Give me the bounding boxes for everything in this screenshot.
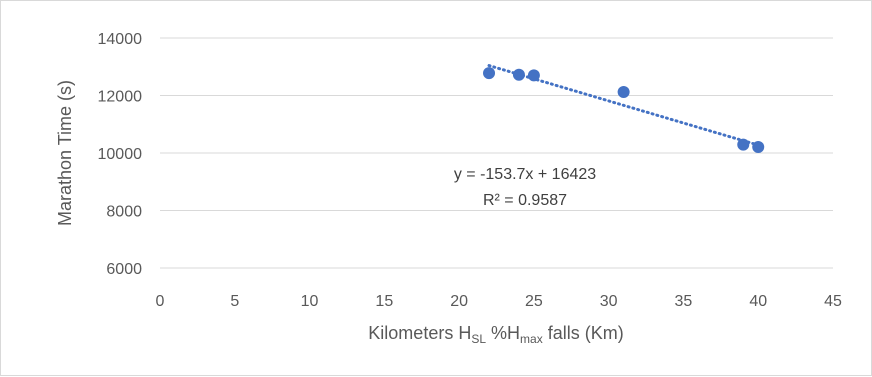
x-tick-label: 45 xyxy=(824,293,842,310)
x-tick-label: 15 xyxy=(375,293,393,310)
x-axis-title-mid: %H xyxy=(486,323,520,343)
x-axis-title-sub-sl: SL xyxy=(471,332,486,346)
y-tick-label: 12000 xyxy=(98,89,143,106)
x-axis-tick-labels: 0 5 10 15 20 25 30 35 40 45 xyxy=(156,293,842,310)
y-tick-label: 10000 xyxy=(98,146,143,163)
data-point xyxy=(752,140,765,153)
data-point xyxy=(483,67,496,80)
y-axis-title: Marathon Time (s) xyxy=(55,80,75,226)
trendline-equation: y = -153.7x + 16423 xyxy=(454,166,596,183)
data-point xyxy=(512,68,525,81)
y-axis-tick-labels: 6000 8000 10000 12000 14000 xyxy=(98,31,143,278)
x-tick-label: 25 xyxy=(525,293,543,310)
data-points xyxy=(483,67,765,153)
data-point xyxy=(527,69,540,82)
x-tick-label: 20 xyxy=(450,293,468,310)
x-axis-title: Kilometers HSL %Hmax falls (Km) xyxy=(368,323,623,346)
x-axis-title-sub-max: max xyxy=(520,332,543,346)
gridlines xyxy=(160,37,833,269)
y-tick-label: 8000 xyxy=(106,204,142,221)
trendline-r-squared: R² = 0.9587 xyxy=(483,192,567,209)
x-axis-title-main: Kilometers H xyxy=(368,323,471,343)
y-tick-label: 14000 xyxy=(98,31,143,48)
x-tick-label: 40 xyxy=(749,293,767,310)
data-point xyxy=(617,86,630,99)
x-axis-title-tail: falls (Km) xyxy=(543,323,624,343)
x-tick-label: 35 xyxy=(675,293,693,310)
x-tick-label: 30 xyxy=(600,293,618,310)
x-tick-label: 5 xyxy=(230,293,239,310)
x-tick-label: 0 xyxy=(156,293,165,310)
y-tick-label: 6000 xyxy=(106,261,142,278)
x-tick-label: 10 xyxy=(301,293,319,310)
data-point xyxy=(737,138,750,151)
